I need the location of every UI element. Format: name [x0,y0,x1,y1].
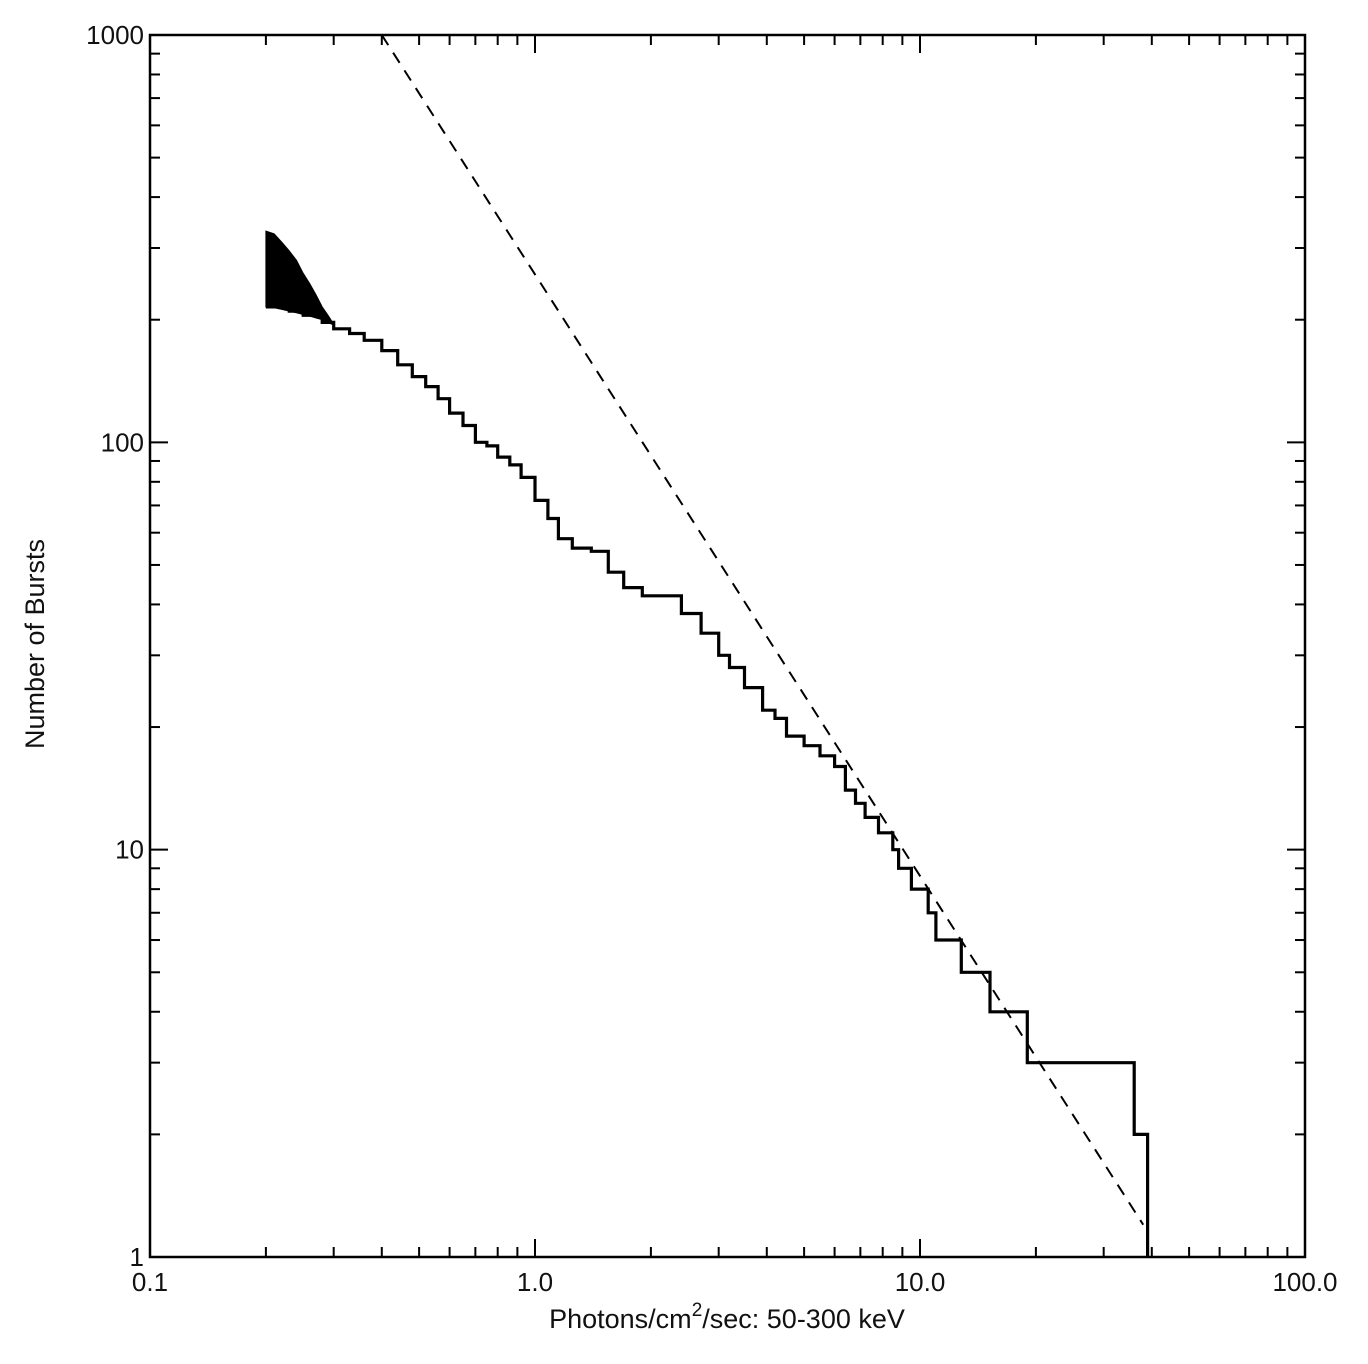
minor-ticks [150,35,1305,1257]
x-tick-label: 1.0 [517,1267,553,1297]
y-axis-title: Number of Bursts [20,539,50,749]
y-tick-labels: 1 10 100 1000 [86,20,144,1272]
x-tick-labels: 0.1 1.0 10.0 100.0 [132,1267,1338,1297]
x-axis-title-main: Photons/cm [549,1304,692,1334]
y-tick-label: 10 [115,835,144,865]
x-axis-title: Photons/cm2/sec: 50-300 keV [549,1300,905,1334]
x-tick-label: 10.0 [895,1267,946,1297]
cumulative-burst-step-line [265,305,1150,1257]
reference-dashed-line [380,34,1145,1226]
major-ticks [150,35,1305,1257]
y-tick-label: 100 [101,427,144,457]
series-layer [265,34,1150,1257]
x-axis-title-superscript: 2 [692,1300,703,1321]
x-tick-label: 0.1 [132,1267,168,1297]
x-tick-label: 100.0 [1272,1267,1337,1297]
x-axis-title-rest: /sec: 50-300 keV [702,1304,905,1334]
y-tick-label: 1 [130,1242,144,1272]
plot-frame [148,33,1307,1259]
y-tick-label: 1000 [86,20,144,50]
